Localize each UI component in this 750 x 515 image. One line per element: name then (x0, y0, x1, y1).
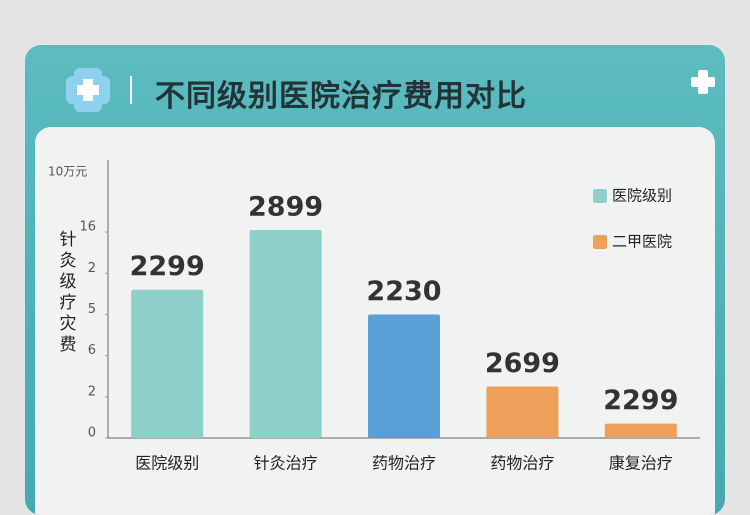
x-tick-label: 康复治疗 (609, 454, 673, 473)
legend-swatch (593, 189, 607, 203)
bar (368, 314, 440, 438)
y-tick-label: 0 (88, 426, 96, 441)
x-tick-label: 针灸治疗 (254, 454, 318, 473)
y-tick-label: 6 (88, 343, 96, 358)
bar (486, 386, 559, 438)
y-unit: 10万元 (48, 165, 87, 179)
y-axis-label: 针灸级疗灾费 (60, 230, 77, 355)
legend-swatch (593, 235, 607, 249)
bar-annotation: 2299 (130, 251, 205, 282)
logo-icon (66, 68, 110, 112)
bar-annotation: 2230 (366, 276, 441, 307)
bar-annotation: 2299 (603, 385, 678, 416)
page: 不同级别医院治疗费用对比 10万元针灸级疗灾费 0 2 6 5 2 16 2299 医院级别 28… (25, 45, 725, 515)
bar (249, 230, 322, 438)
bar-annotation: 2699 (485, 348, 560, 379)
y-tick-label: 2 (88, 384, 96, 399)
bar (131, 289, 204, 438)
x-tick-label: 药物治疗 (490, 454, 554, 473)
x-tick-label: 医院级别 (135, 454, 199, 473)
bar (604, 423, 677, 438)
legend-label: 医院级别 (612, 187, 672, 205)
corner-icon (691, 70, 715, 94)
chart-title: 不同级别医院治疗费用对比 (155, 79, 527, 114)
legend-label: 二甲医院 (612, 233, 672, 251)
y-tick-label: 16 (79, 220, 96, 235)
y-tick-label: 2 (88, 261, 96, 276)
x-tick-label: 药物治疗 (372, 454, 436, 473)
y-tick-label: 5 (88, 302, 96, 317)
bar-annotation: 2899 (248, 192, 323, 223)
